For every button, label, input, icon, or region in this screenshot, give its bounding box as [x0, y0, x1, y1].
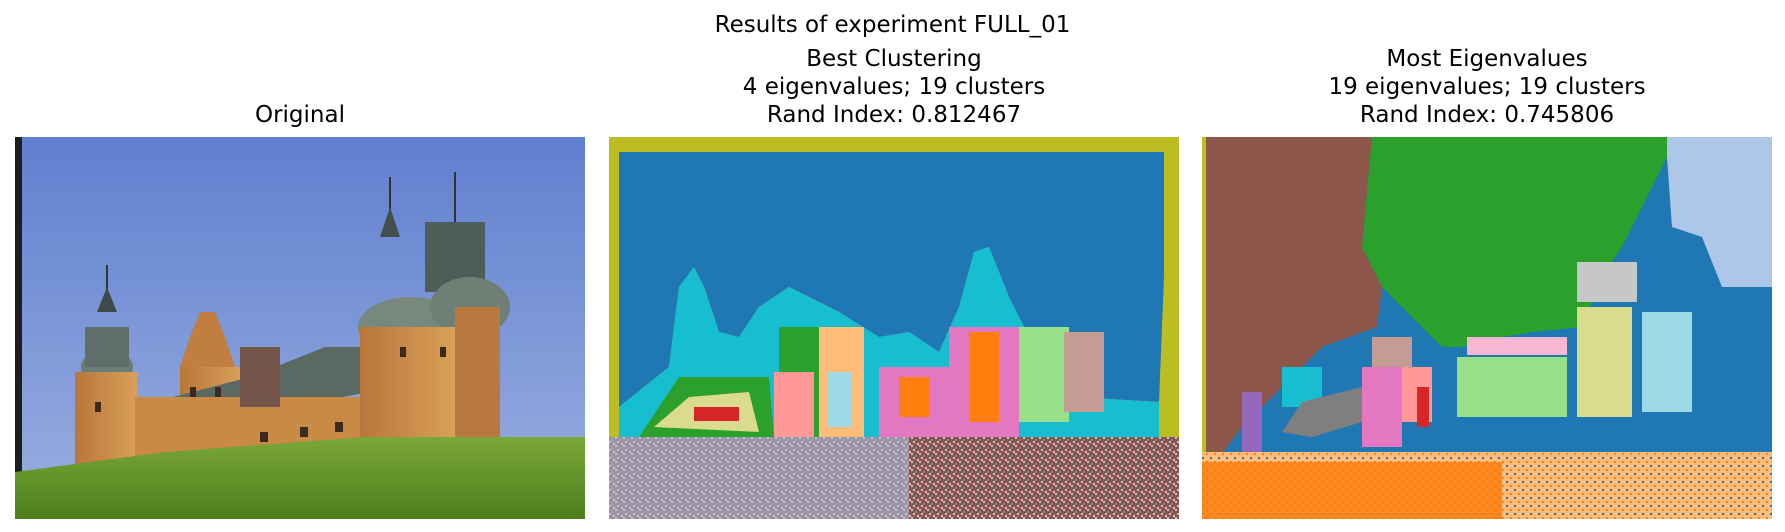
best-title-line-1: Best Clustering	[806, 46, 982, 72]
segmentation-map-19-eigenvalues	[1202, 137, 1772, 519]
most-title-line-2: 19 eigenvalues; 19 clusters	[1328, 74, 1646, 100]
original-image	[15, 137, 585, 519]
best-clustering-segmentation-image	[609, 137, 1179, 519]
best-title-line-2: 4 eigenvalues; 19 clusters	[742, 74, 1046, 100]
castle-photo	[15, 137, 585, 519]
best-title-line-3: Rand Index: 0.812467	[766, 102, 1022, 128]
most-eigenvalues-segmentation-image	[1202, 137, 1772, 519]
most-title-line-3: Rand Index: 0.745806	[1359, 102, 1615, 128]
most-title-line-1: Most Eigenvalues	[1386, 46, 1588, 72]
best-clustering-panel-title: Best Clustering 4 eigenvalues; 19 cluste…	[609, 45, 1179, 129]
original-panel-title: Original	[15, 101, 585, 129]
figure-suptitle: Results of experiment FULL_01	[714, 12, 1071, 38]
original-title-line: Original	[254, 102, 345, 128]
most-eigenvalues-panel-title: Most Eigenvalues 19 eigenvalues; 19 clus…	[1202, 45, 1772, 129]
segmentation-map-4-eigenvalues	[609, 137, 1179, 519]
